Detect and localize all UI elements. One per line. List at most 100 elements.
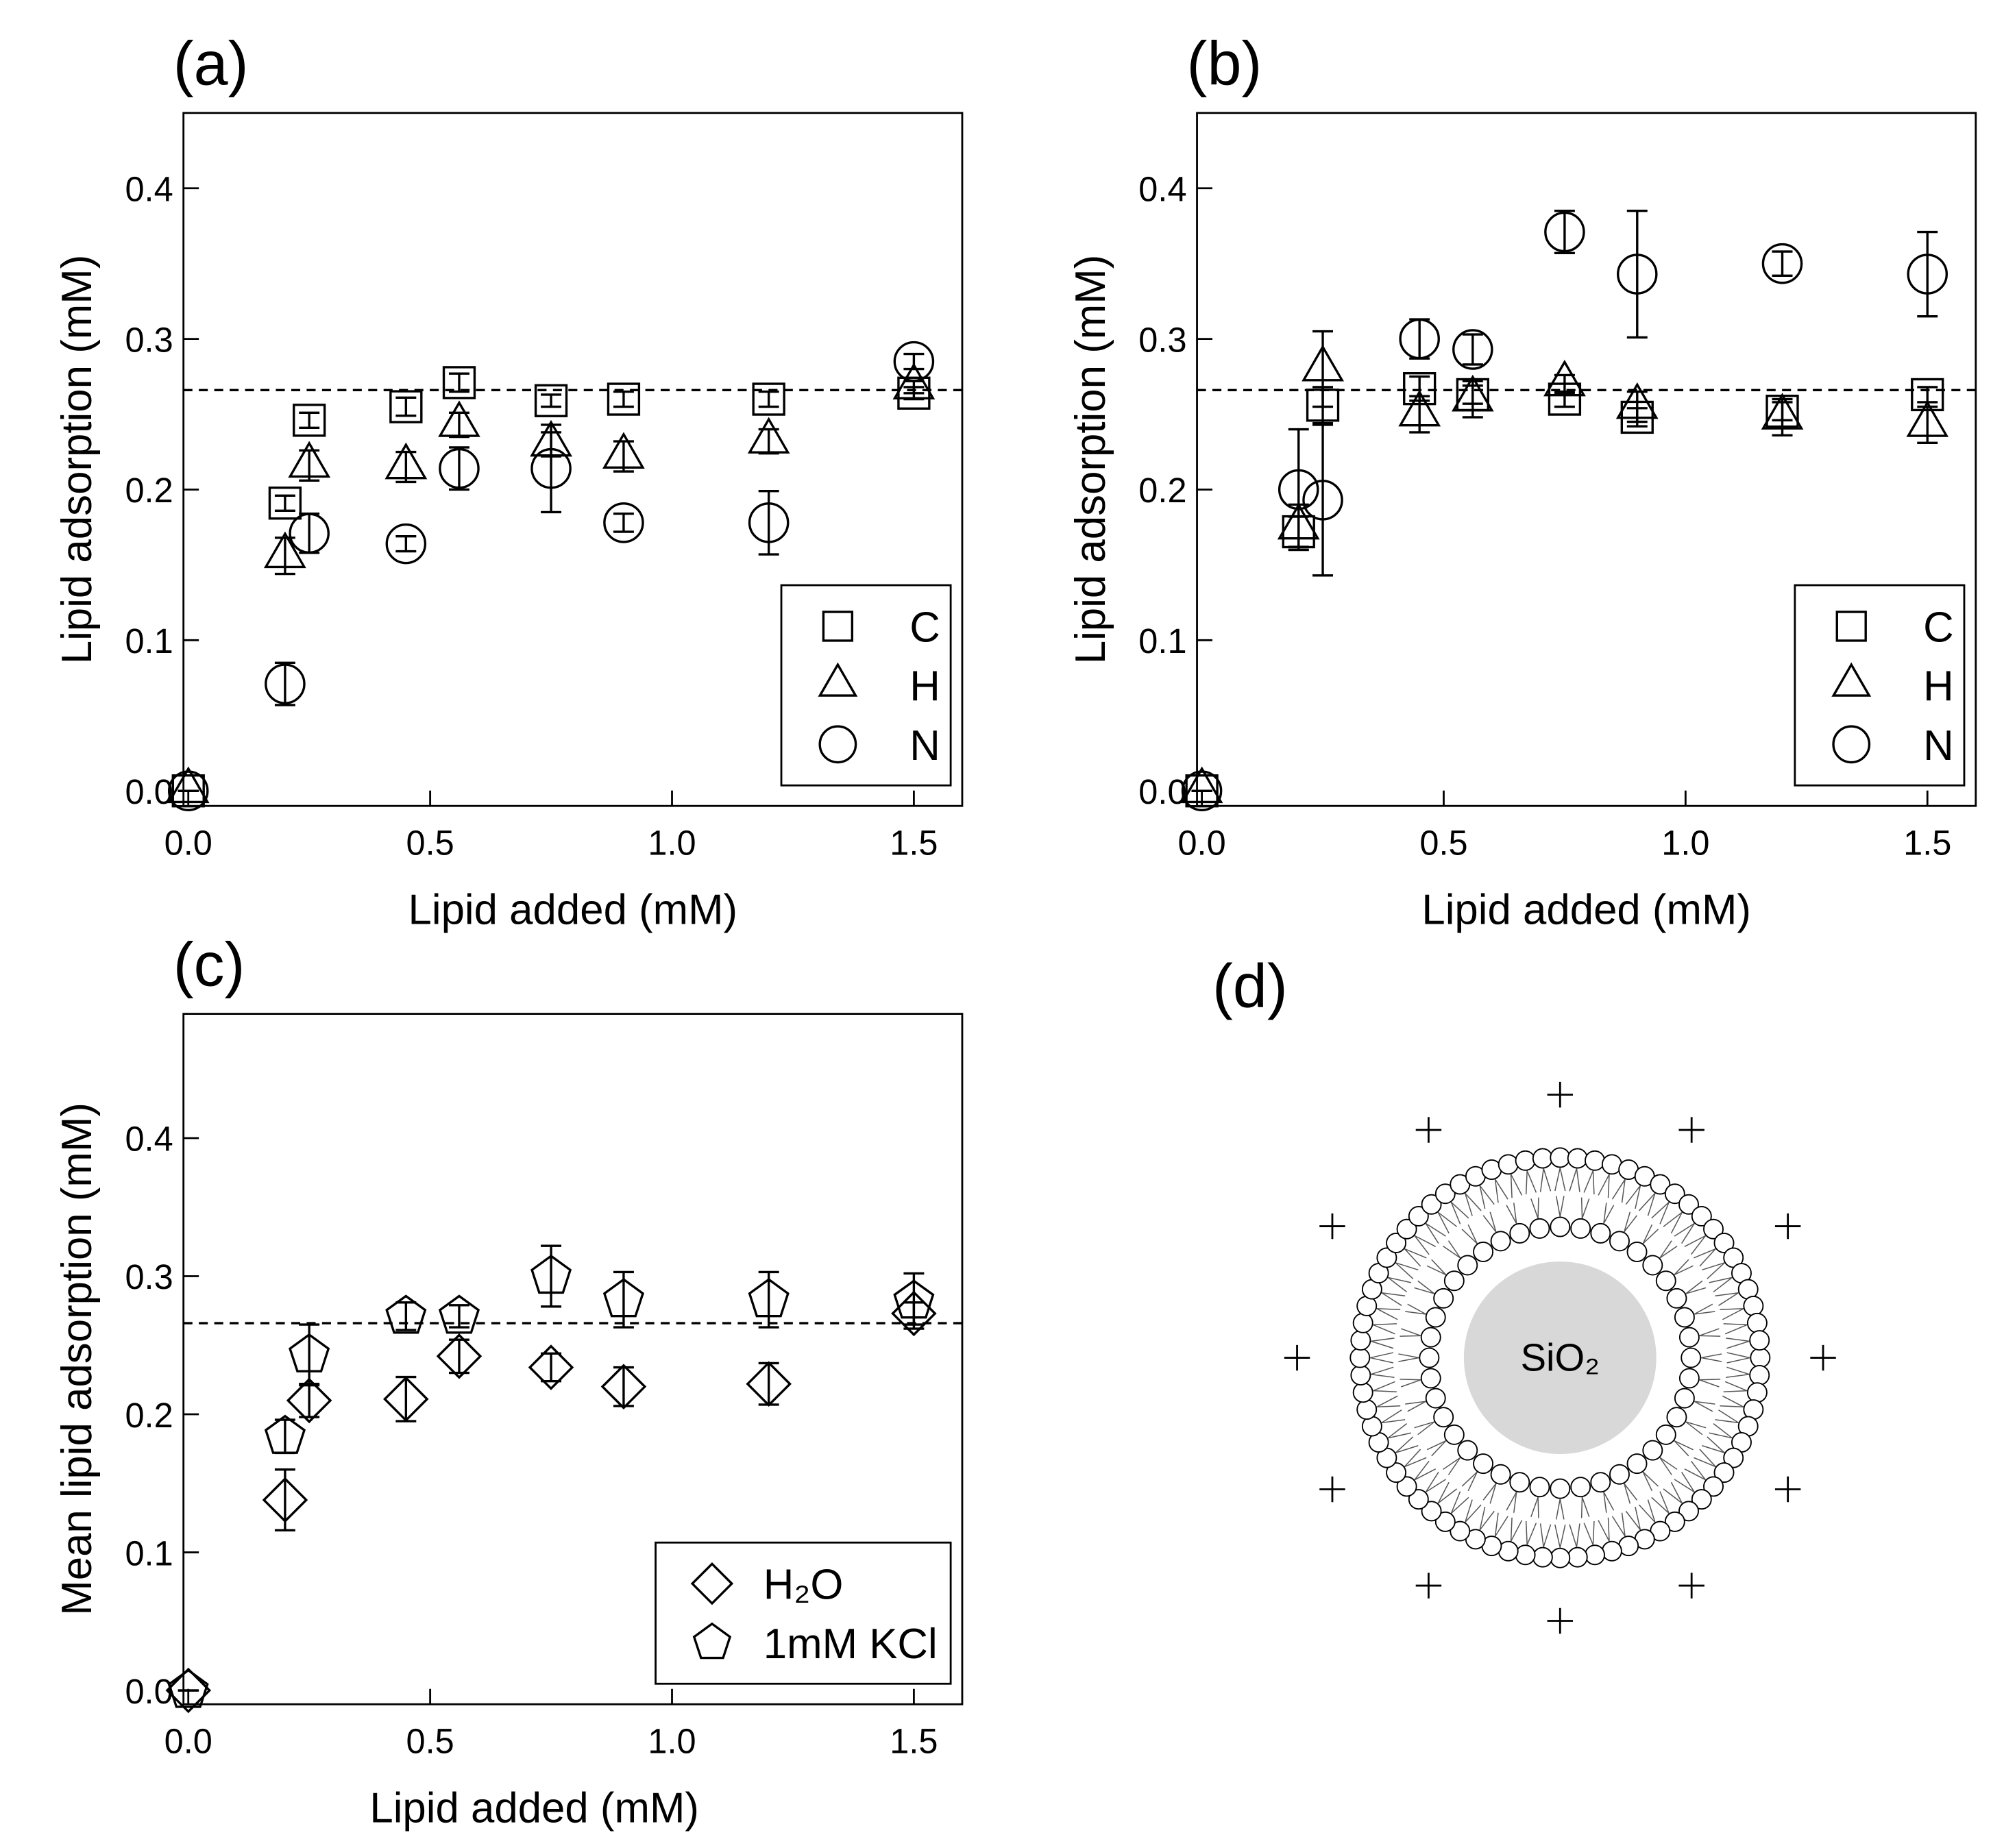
tail <box>1510 1520 1523 1542</box>
tail <box>1681 1472 1695 1492</box>
error-bar <box>449 446 469 491</box>
marker <box>385 1294 427 1334</box>
head <box>1664 1183 1685 1205</box>
tail <box>1513 1492 1517 1513</box>
tail <box>1370 1357 1394 1364</box>
tail <box>1726 1352 1750 1359</box>
x-tick-label: 0.5 <box>1419 823 1467 862</box>
head <box>1642 1440 1663 1461</box>
head <box>1408 1489 1429 1510</box>
y-axis-label: Lipid adsorption (mM) <box>53 255 101 665</box>
head <box>1609 1464 1630 1485</box>
y-tick-label: 0.4 <box>1138 169 1186 208</box>
marker <box>746 1361 792 1407</box>
error-bar <box>541 1352 562 1383</box>
charge <box>1319 1213 1345 1240</box>
head <box>1529 1218 1550 1239</box>
error-bar <box>274 494 295 512</box>
plot-frame <box>182 1013 964 1705</box>
y-tick-label: 0.3 <box>1138 320 1186 359</box>
error-bar <box>449 1304 469 1329</box>
tail <box>1635 1185 1641 1209</box>
tail <box>1598 1520 1610 1542</box>
tail <box>1684 1468 1706 1481</box>
tail <box>1659 1491 1670 1514</box>
tail <box>1539 1523 1544 1547</box>
tail <box>1530 1198 1539 1219</box>
marker <box>748 502 790 543</box>
marker <box>1181 770 1223 811</box>
head <box>1713 1462 1735 1483</box>
head <box>1626 1453 1648 1475</box>
y-tick-label: 0.0 <box>1138 772 1186 811</box>
error-bar <box>1288 428 1309 552</box>
tail <box>1559 1524 1566 1548</box>
tail <box>1725 1338 1750 1342</box>
head <box>1421 1194 1442 1215</box>
tail <box>1625 1185 1641 1205</box>
tail <box>1443 1246 1461 1259</box>
head <box>1532 1547 1553 1568</box>
marker <box>1302 344 1344 382</box>
marker <box>603 502 644 543</box>
head <box>1352 1382 1373 1403</box>
tail <box>1685 1421 1707 1429</box>
tail <box>1724 1324 1748 1335</box>
error-bar <box>1917 386 1938 404</box>
charge <box>1415 1117 1442 1143</box>
tail <box>1569 1168 1578 1192</box>
marker <box>1832 725 1871 764</box>
error-bar <box>613 1366 634 1407</box>
legend-label: N <box>1923 722 1954 769</box>
head <box>1386 1232 1407 1253</box>
tail <box>1426 1440 1447 1451</box>
head <box>1691 1205 1712 1227</box>
head <box>1443 1270 1465 1292</box>
tail <box>1506 1492 1517 1511</box>
tail <box>1447 1457 1461 1475</box>
tail <box>1381 1292 1406 1296</box>
tail <box>1465 1499 1473 1523</box>
head <box>1420 1327 1441 1348</box>
tail <box>1651 1496 1670 1514</box>
tail <box>1718 1292 1739 1306</box>
error-bar <box>1554 210 1575 254</box>
head <box>1515 1150 1536 1171</box>
tail <box>1583 1523 1594 1545</box>
error-bar <box>1772 397 1793 437</box>
tail <box>1580 1197 1583 1219</box>
head <box>1356 1399 1378 1420</box>
y-tick-label: 0.0 <box>125 772 173 811</box>
tail <box>1694 1311 1715 1315</box>
tail <box>1554 1168 1561 1192</box>
tail <box>1663 1211 1683 1227</box>
tail <box>1702 1262 1725 1271</box>
tail <box>1400 1335 1421 1337</box>
tail <box>1699 1379 1721 1381</box>
charge <box>1284 1344 1310 1371</box>
marker <box>1615 382 1659 419</box>
marker <box>1761 243 1803 284</box>
tail <box>1685 1287 1707 1294</box>
head <box>1509 1472 1530 1493</box>
marker <box>384 442 428 480</box>
marker <box>438 400 480 437</box>
tail <box>1723 1323 1748 1326</box>
tail <box>1603 1203 1607 1224</box>
head <box>1585 1150 1605 1171</box>
tail <box>1450 1496 1469 1514</box>
tail <box>1659 1240 1672 1259</box>
tail <box>1554 1524 1561 1548</box>
marker <box>534 384 568 417</box>
tail <box>1583 1170 1594 1193</box>
head <box>1457 1440 1478 1461</box>
tail <box>1709 1432 1733 1439</box>
legend-box <box>655 1541 952 1685</box>
tail <box>1592 1520 1595 1545</box>
y-tick-label: 0.1 <box>125 621 173 661</box>
tail <box>1465 1504 1482 1523</box>
tail <box>1715 1419 1739 1424</box>
marker <box>439 447 480 489</box>
